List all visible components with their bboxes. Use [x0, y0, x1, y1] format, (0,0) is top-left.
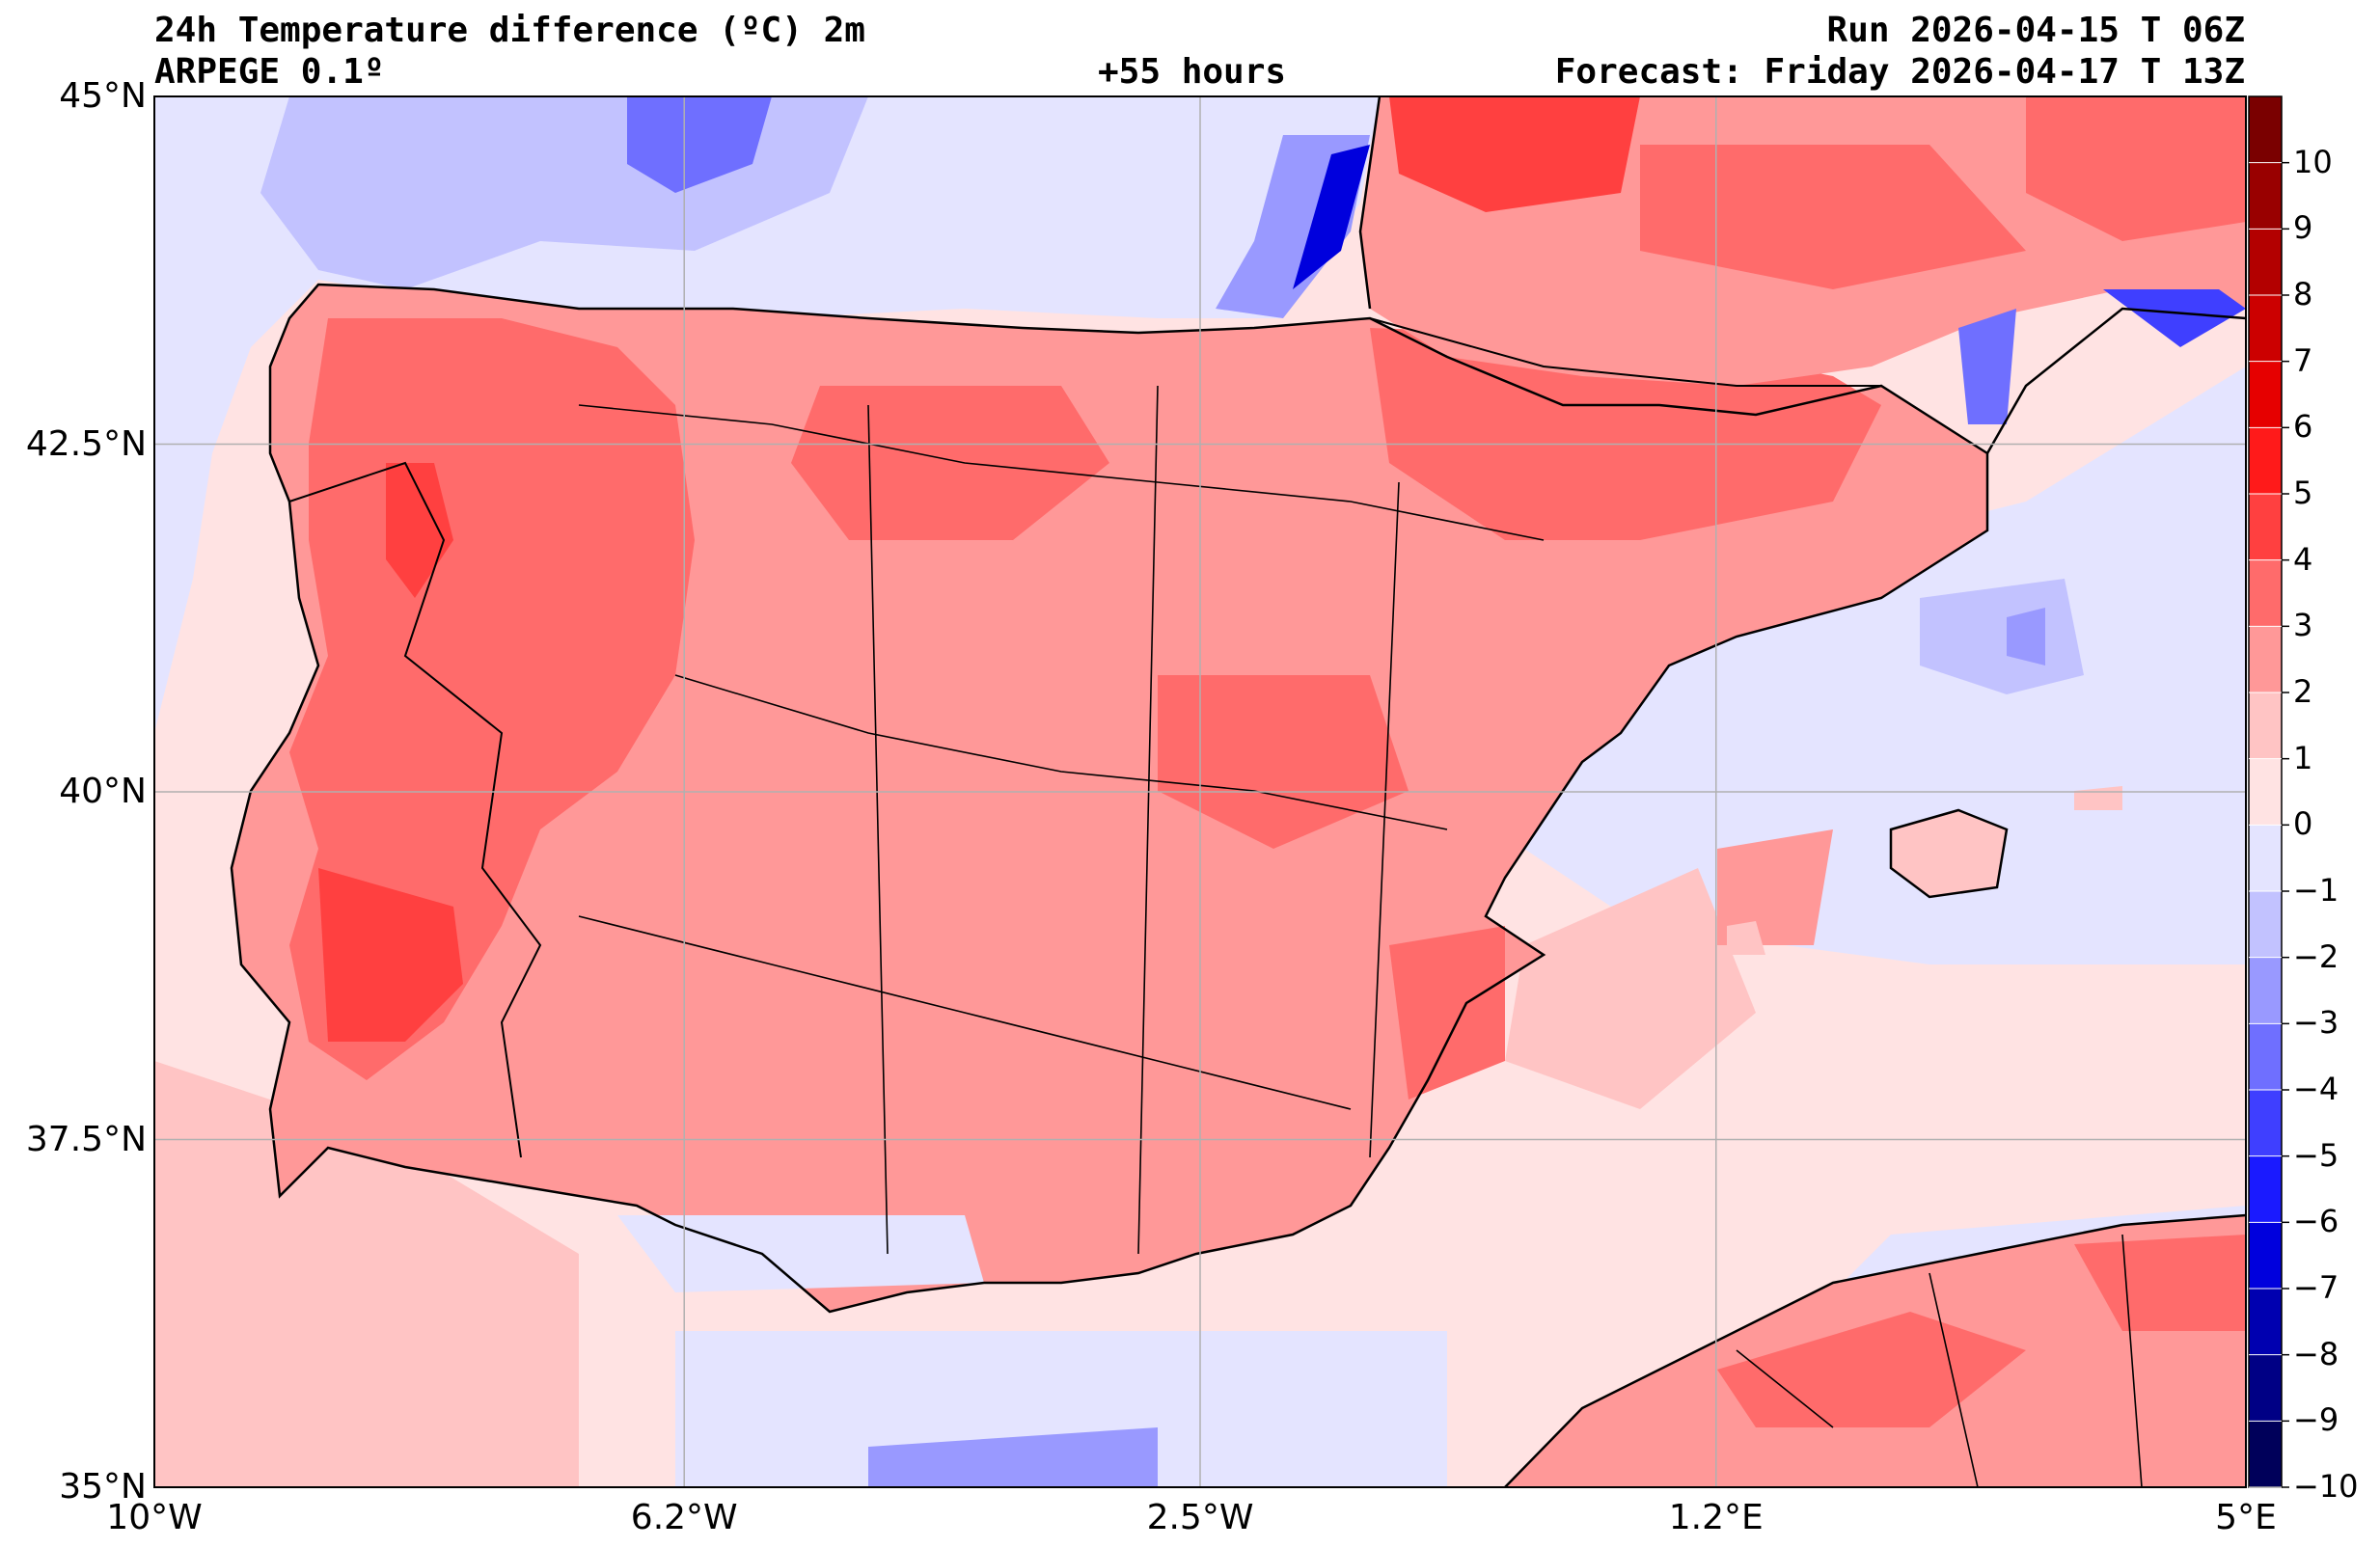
colorbar-swatch: [2249, 1023, 2282, 1091]
lisbon-warm-core: [318, 868, 463, 1042]
biscay-cool-core: [627, 96, 772, 193]
balearic-cool-patch: [1920, 579, 2084, 694]
colorbar-swatch: [2249, 96, 2282, 164]
alboran-cool-core: [868, 1427, 1158, 1487]
lon-tick-label: 1.2°E: [1668, 1498, 1764, 1537]
colorbar-swatch: [2249, 1354, 2282, 1422]
colorbar-swatch: [2249, 229, 2282, 296]
colorbar-label: −4: [2293, 1071, 2339, 1107]
map-frame: [153, 95, 2247, 1488]
colorbar-label: 0: [2293, 805, 2313, 843]
lon-tick-label: 5°E: [2215, 1498, 2277, 1537]
french-atlantic-coastline: [1358, 96, 1381, 310]
africa-borders: [1736, 1234, 2143, 1487]
africa-coastline: [1504, 1213, 2246, 1487]
colorbar-label: −9: [2293, 1401, 2339, 1439]
colorbar-label: 4: [2293, 540, 2313, 578]
colorbar-label: 6: [2293, 408, 2313, 446]
colorbar-swatch: [2249, 693, 2282, 760]
lat-tick-label: 45°N: [59, 76, 147, 116]
colorbar-swatch: [2249, 361, 2282, 428]
portugal-spain-border: [288, 461, 542, 1158]
colorbar-swatch: [2249, 494, 2282, 561]
map-field: [154, 96, 2246, 1487]
colorbar-swatch: [2249, 295, 2282, 363]
lead-time-label: +55 hours: [1098, 52, 1287, 92]
valencia-sea-warm: [1505, 868, 1756, 1109]
lat-tick-label: 35°N: [59, 1467, 147, 1507]
colorbar-swatch: [2249, 1222, 2282, 1290]
colorbar-swatch: [2249, 1421, 2282, 1488]
lat-tick-label: 40°N: [59, 772, 147, 811]
alps-warm: [2026, 96, 2246, 241]
colorbar-label: −5: [2293, 1136, 2339, 1174]
model-label: ARPEGE 0.1º: [154, 52, 385, 92]
colorbar-label: −3: [2293, 1004, 2339, 1042]
colorbar-label: −10: [2293, 1468, 2359, 1505]
cuenca-warm: [1158, 675, 1409, 849]
colorbar-label: 5: [2293, 475, 2313, 511]
colorbar-swatch: [2249, 957, 2282, 1024]
colorbar-label: −8: [2293, 1335, 2339, 1372]
forecast-label: Forecast: Friday 2026-04-17 T 13Z: [1554, 52, 2245, 92]
ibiza-island: [1727, 921, 1765, 955]
murcia-warm: [1389, 926, 1505, 1100]
colorbar-label: −7: [2293, 1269, 2339, 1306]
colorbar-swatch: [2249, 1090, 2282, 1157]
north-africa-warm: [1717, 1312, 2026, 1427]
colorbar-label: 3: [2293, 607, 2313, 644]
france-warm-mid: [1640, 145, 2026, 289]
map-title: 24h Temperature difference (ºC) 2m: [154, 11, 865, 50]
gascony-cold-core: [1293, 145, 1370, 289]
algeria-warm: [2074, 1235, 2246, 1331]
lon-tick-label: 2.5°W: [1146, 1498, 1254, 1537]
colorbar-label: 7: [2293, 341, 2313, 379]
valencia-sea-warm-core: [1717, 829, 1833, 945]
pyrenees-border: [1369, 317, 1881, 387]
colorbar-swatch: [2249, 758, 2282, 826]
gulf-of-cadiz-warm: [154, 1061, 579, 1487]
colorbar-label: −1: [2293, 872, 2339, 909]
colorbar-label: 2: [2293, 673, 2313, 710]
balearic-sea-cool: [1524, 367, 2246, 964]
colorbar: [2248, 95, 2289, 1488]
colorbar-swatch: [2249, 825, 2282, 892]
mallorca-coastline: [1889, 808, 2009, 899]
colorbar-swatch: [2249, 626, 2282, 693]
run-label: Run 2026-04-15 T 06Z: [1826, 11, 2245, 50]
ligurian-cold: [2103, 289, 2246, 347]
lat-tick-label: 37.5°N: [25, 1119, 147, 1159]
gulf-of-lion-cold: [1958, 309, 2016, 424]
colorbar-label: −6: [2293, 1203, 2339, 1240]
lat-tick-label: 42.5°N: [25, 423, 147, 464]
colorbar-swatch: [2249, 1155, 2282, 1223]
lon-tick-label: 10°W: [106, 1498, 203, 1537]
mallorca-island: [1891, 810, 2007, 897]
colorbar-label: 1: [2293, 739, 2313, 776]
colorbar-swatch: [2249, 1289, 2282, 1356]
french-med-coastline: [1985, 307, 2246, 454]
colorbar-swatch: [2249, 427, 2282, 495]
province-borders: [578, 385, 1545, 1255]
colorbar-label: 9: [2293, 209, 2313, 247]
andalucia-cool: [617, 1215, 984, 1292]
france-warm-core: [1389, 96, 1640, 212]
balearic-cool-core: [2007, 608, 2045, 665]
colorbar-label: 10: [2293, 143, 2333, 180]
iberia-coastline: [230, 283, 1989, 1314]
graticule: [154, 96, 2246, 1487]
lon-tick-label: 6.2°W: [630, 1498, 738, 1537]
colorbar-label: −2: [2293, 937, 2339, 975]
colorbar-swatch: [2249, 559, 2282, 627]
colorbar-label: 8: [2293, 276, 2313, 312]
colorbar-swatch: [2249, 162, 2282, 230]
colorbar-swatch: [2249, 891, 2282, 959]
